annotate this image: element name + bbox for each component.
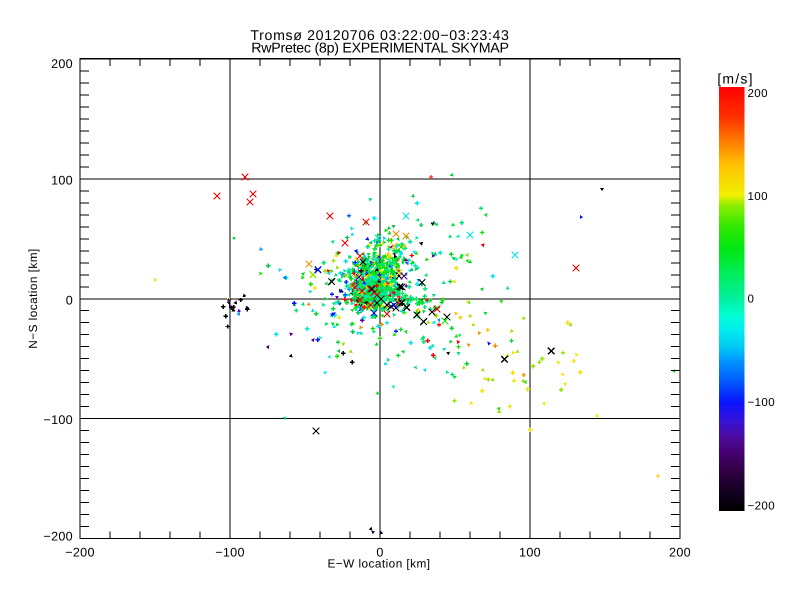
svg-text:[m/s]: [m/s] <box>717 71 753 87</box>
svg-text:RwPretec (8p) EXPERIMENTAL SKY: RwPretec (8p) EXPERIMENTAL SKYMAP <box>251 41 508 57</box>
svg-text:100: 100 <box>748 191 768 203</box>
svg-text:−100: −100 <box>43 413 73 427</box>
svg-text:E−W location [km]: E−W location [km] <box>327 557 430 571</box>
svg-text:200: 200 <box>51 57 73 71</box>
svg-text:−200: −200 <box>43 529 73 543</box>
svg-text:100: 100 <box>519 546 541 560</box>
svg-text:0: 0 <box>376 546 383 560</box>
svg-text:−100: −100 <box>215 546 245 560</box>
svg-text:0: 0 <box>66 293 73 307</box>
svg-text:200: 200 <box>669 546 691 560</box>
svg-text:−200: −200 <box>65 546 95 560</box>
svg-text:N−S location [km]: N−S location [km] <box>26 248 40 348</box>
svg-text:−100: −100 <box>748 397 776 409</box>
svg-text:100: 100 <box>51 173 73 187</box>
svg-text:0: 0 <box>748 294 755 306</box>
svg-text:200: 200 <box>748 88 768 100</box>
svg-text:−200: −200 <box>748 501 776 513</box>
svg-text:Tromsø 20120706 03:22:00−03:23: Tromsø 20120706 03:22:00−03:23:43 <box>250 28 509 44</box>
